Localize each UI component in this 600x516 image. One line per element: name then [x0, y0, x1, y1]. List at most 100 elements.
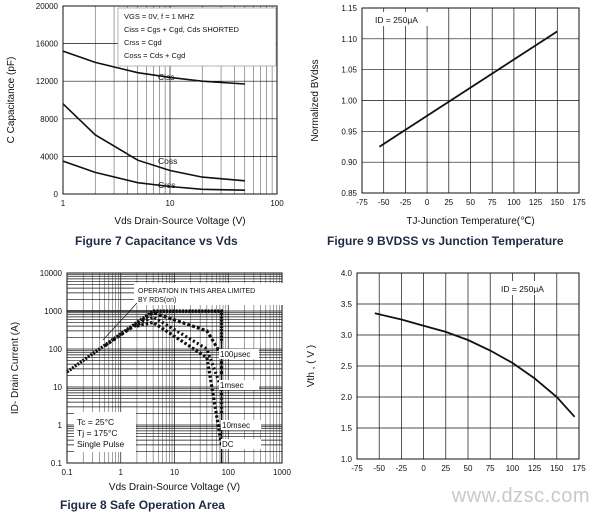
fig10-series-line: [374, 312, 576, 418]
fig8-series-label: 100μsec: [220, 350, 250, 359]
fig9-x-axis-label: TJ-Junction Temperature(℃): [406, 216, 534, 227]
fig7-series-label: Ciss: [158, 72, 175, 82]
figure8-caption: Figure 8 Safe Operation Area: [60, 498, 225, 512]
fig9-xtick-label: 100: [507, 198, 521, 207]
fig9-ytick-label: 1.05: [341, 66, 357, 75]
fig9-annotation-text: ID = 250μA: [375, 15, 418, 25]
fig7-ytick-label: 4000: [40, 152, 58, 161]
fig10-y-axis-label: Vth , ( V ): [306, 345, 317, 387]
watermark: www.dzsc.com: [451, 485, 590, 507]
fig8-series-label-bg: [221, 439, 261, 449]
fig7-x-axis-label: Vds Drain-Source Voltage (V): [114, 216, 245, 227]
fig9-series-line: [378, 30, 558, 148]
fig10-xtick-label: 175: [572, 464, 586, 473]
fig10-xtick-label: -25: [396, 464, 408, 473]
fig9-xtick-label: -25: [400, 198, 412, 207]
fig7-series-coss-line: [62, 103, 245, 182]
fig10-xtick-label: 50: [464, 464, 473, 473]
fig10-ytick-label: 3.5: [341, 300, 353, 309]
fig7-ytick-label: 12000: [36, 77, 59, 86]
fig10-xtick-label: -50: [373, 464, 385, 473]
fig7-annotation-text: Crss = Cgd: [124, 38, 162, 47]
fig10-xtick-label: 125: [528, 464, 542, 473]
fig8-conditions-text: Tj = 175°C: [77, 428, 118, 438]
fig8-series-label: DC: [222, 440, 234, 449]
fig8-xtick-label: 100: [222, 468, 236, 477]
fig7-annotation-text: VGS = 0V, f = 1 MHZ: [124, 12, 195, 21]
fig7-ytick-label: 16000: [36, 40, 59, 49]
fig7-series-label: Coss: [158, 156, 177, 166]
fig8-xtick-label: 10: [170, 468, 179, 477]
fig7-series-crss-line: [62, 160, 245, 191]
fig10-xtick-label: 75: [486, 464, 495, 473]
fig9-xtick-label: 125: [529, 198, 543, 207]
fig9-xtick-label: 25: [444, 198, 453, 207]
fig8-annotation-bg: [134, 283, 284, 305]
fig9-ytick-label: 1.15: [341, 4, 357, 13]
fig9-xtick-label: 175: [572, 198, 586, 207]
fig9-ytick-label: 1.00: [341, 97, 357, 106]
fig8-xtick-label: 1: [119, 468, 124, 477]
fig8-conditions-text: Single Pulse: [77, 439, 125, 449]
fig8-ytick-label: 1000: [44, 307, 62, 316]
fig9-ytick-label: 0.90: [341, 158, 357, 167]
fig9-ytick-label: 1.10: [341, 35, 357, 44]
fig8-y-axis-label: ID- Drain Current (A): [10, 322, 21, 414]
fig8-ytick-label: 10000: [40, 269, 63, 278]
fig8-plot-frame: [66, 272, 283, 464]
fig8-conditions-bg: [74, 412, 136, 452]
fig9-xtick-label: -50: [378, 198, 390, 207]
fig8-ytick-label: 100: [49, 345, 63, 354]
fig10-ytick-label: 2.0: [341, 393, 353, 402]
fig7-annotation-box: [117, 7, 277, 67]
fig8-series-label-bg: [219, 380, 259, 390]
fig10-annotation-bg: [498, 281, 556, 295]
fig8-xtick-label: 1000: [273, 468, 291, 477]
fig7-ytick-label: 8000: [40, 115, 58, 124]
fig10-ytick-label: 1.0: [341, 455, 353, 464]
figure9-caption: Figure 9 BVDSS vs Junction Temperature: [327, 234, 564, 248]
fig7-xtick-label: 100: [270, 199, 284, 208]
fig7-series-ciss-line: [62, 50, 245, 85]
fig8-annotation-pointer: [102, 302, 138, 341]
fig9-ytick-label: 0.95: [341, 127, 357, 136]
fig9-xtick-label: 50: [466, 198, 475, 207]
fig7-annotation-text: Ciss = Cgs + Cgd, Cds SHORTED: [124, 25, 239, 34]
fig8-series-label-bg: [221, 420, 261, 430]
fig8-annotation-text: BY RDS(on): [138, 297, 176, 304]
fig9-xtick-label: -75: [356, 198, 368, 207]
fig10-ytick-label: 1.5: [341, 424, 353, 433]
fig8-annotation-text: OPERATION IN THIS AREA LIMITED: [138, 288, 255, 295]
fig7-y-axis-label: C Capacitance (pF): [6, 57, 17, 144]
fig7-xtick-label: 1: [61, 199, 66, 208]
fig8-series-label: 10msec: [222, 421, 250, 430]
fig9-xtick-label: 75: [488, 198, 497, 207]
fig7-xtick-label: 10: [166, 199, 175, 208]
fig8-ytick-label: 0.1: [51, 459, 63, 468]
fig9-y-axis-label: Normalized BVdss: [310, 59, 321, 141]
fig9-ytick-label: 0.85: [341, 189, 357, 198]
fig10-ytick-label: 2.5: [341, 362, 353, 371]
fig10-plot-frame: [356, 272, 580, 460]
fig10-xtick-label: 0: [421, 464, 426, 473]
fig9-xtick-label: 150: [551, 198, 565, 207]
fig10-xtick-label: 25: [441, 464, 450, 473]
fig10-ytick-label: 3.0: [341, 331, 353, 340]
fig8-x-axis-label: Vds Drain-Source Voltage (V): [109, 482, 240, 493]
fig10-xtick-label: -75: [351, 464, 363, 473]
fig9-annotation-bg: [372, 12, 430, 26]
fig10-ytick-label: 4.0: [341, 269, 353, 278]
fig9-xtick-label: 0: [425, 198, 430, 207]
fig9-plot-frame: [361, 7, 580, 194]
fig8-series-1msec-line: [103, 310, 224, 376]
fig8-ytick-label: 10: [53, 383, 62, 392]
fig7-annotation-text: Coss = Cds + Cgd: [124, 51, 185, 60]
fig8-ytick-label: 1: [58, 421, 63, 430]
fig7-ytick-label: 20000: [36, 2, 59, 11]
fig7-plot-frame: [62, 5, 278, 195]
figure7-caption: Figure 7 Capacitance vs Vds: [75, 234, 238, 248]
fig8-series-label: 1msec: [220, 381, 244, 390]
fig7-ytick-label: 0: [54, 190, 59, 199]
fig10-xtick-label: 100: [506, 464, 520, 473]
